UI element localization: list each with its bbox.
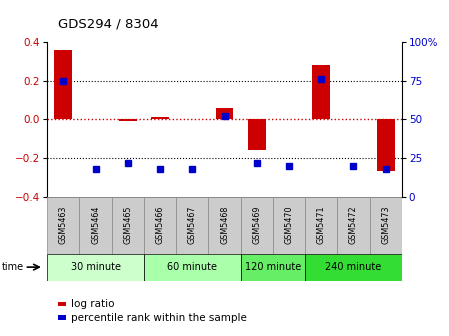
Bar [151, 117, 169, 119]
Bar [273, 197, 305, 254]
Bar [313, 65, 330, 119]
Text: GSM5469: GSM5469 [252, 206, 261, 244]
Bar [370, 197, 402, 254]
Bar [241, 197, 273, 254]
Bar [47, 197, 79, 254]
Bar [248, 119, 266, 150]
Bar [377, 119, 395, 171]
Bar [119, 119, 136, 121]
Text: GSM5468: GSM5468 [220, 206, 229, 244]
Text: 60 minute: 60 minute [167, 262, 217, 272]
Text: GSM5473: GSM5473 [381, 206, 390, 244]
Bar [54, 50, 72, 119]
Text: GDS294 / 8304: GDS294 / 8304 [58, 17, 159, 30]
Bar [176, 197, 208, 254]
Text: 30 minute: 30 minute [70, 262, 120, 272]
Bar [79, 197, 112, 254]
Text: 240 minute: 240 minute [326, 262, 382, 272]
Bar [112, 197, 144, 254]
Bar [337, 197, 370, 254]
Text: GSM5471: GSM5471 [317, 206, 326, 244]
Text: GSM5466: GSM5466 [155, 206, 164, 244]
Text: GSM5464: GSM5464 [91, 206, 100, 244]
Bar [305, 197, 337, 254]
Bar [305, 254, 402, 281]
Bar [208, 197, 241, 254]
Text: GSM5463: GSM5463 [59, 206, 68, 244]
Text: percentile rank within the sample: percentile rank within the sample [70, 312, 247, 323]
Bar [241, 254, 305, 281]
Text: GSM5470: GSM5470 [285, 206, 294, 244]
Bar [216, 108, 233, 119]
Bar [144, 197, 176, 254]
Text: GSM5465: GSM5465 [123, 206, 132, 244]
Text: time: time [2, 262, 24, 272]
Text: GSM5472: GSM5472 [349, 206, 358, 244]
Text: GSM5467: GSM5467 [188, 206, 197, 244]
Text: log ratio: log ratio [70, 299, 114, 309]
Text: 120 minute: 120 minute [245, 262, 301, 272]
Bar [47, 254, 144, 281]
Bar [144, 254, 241, 281]
